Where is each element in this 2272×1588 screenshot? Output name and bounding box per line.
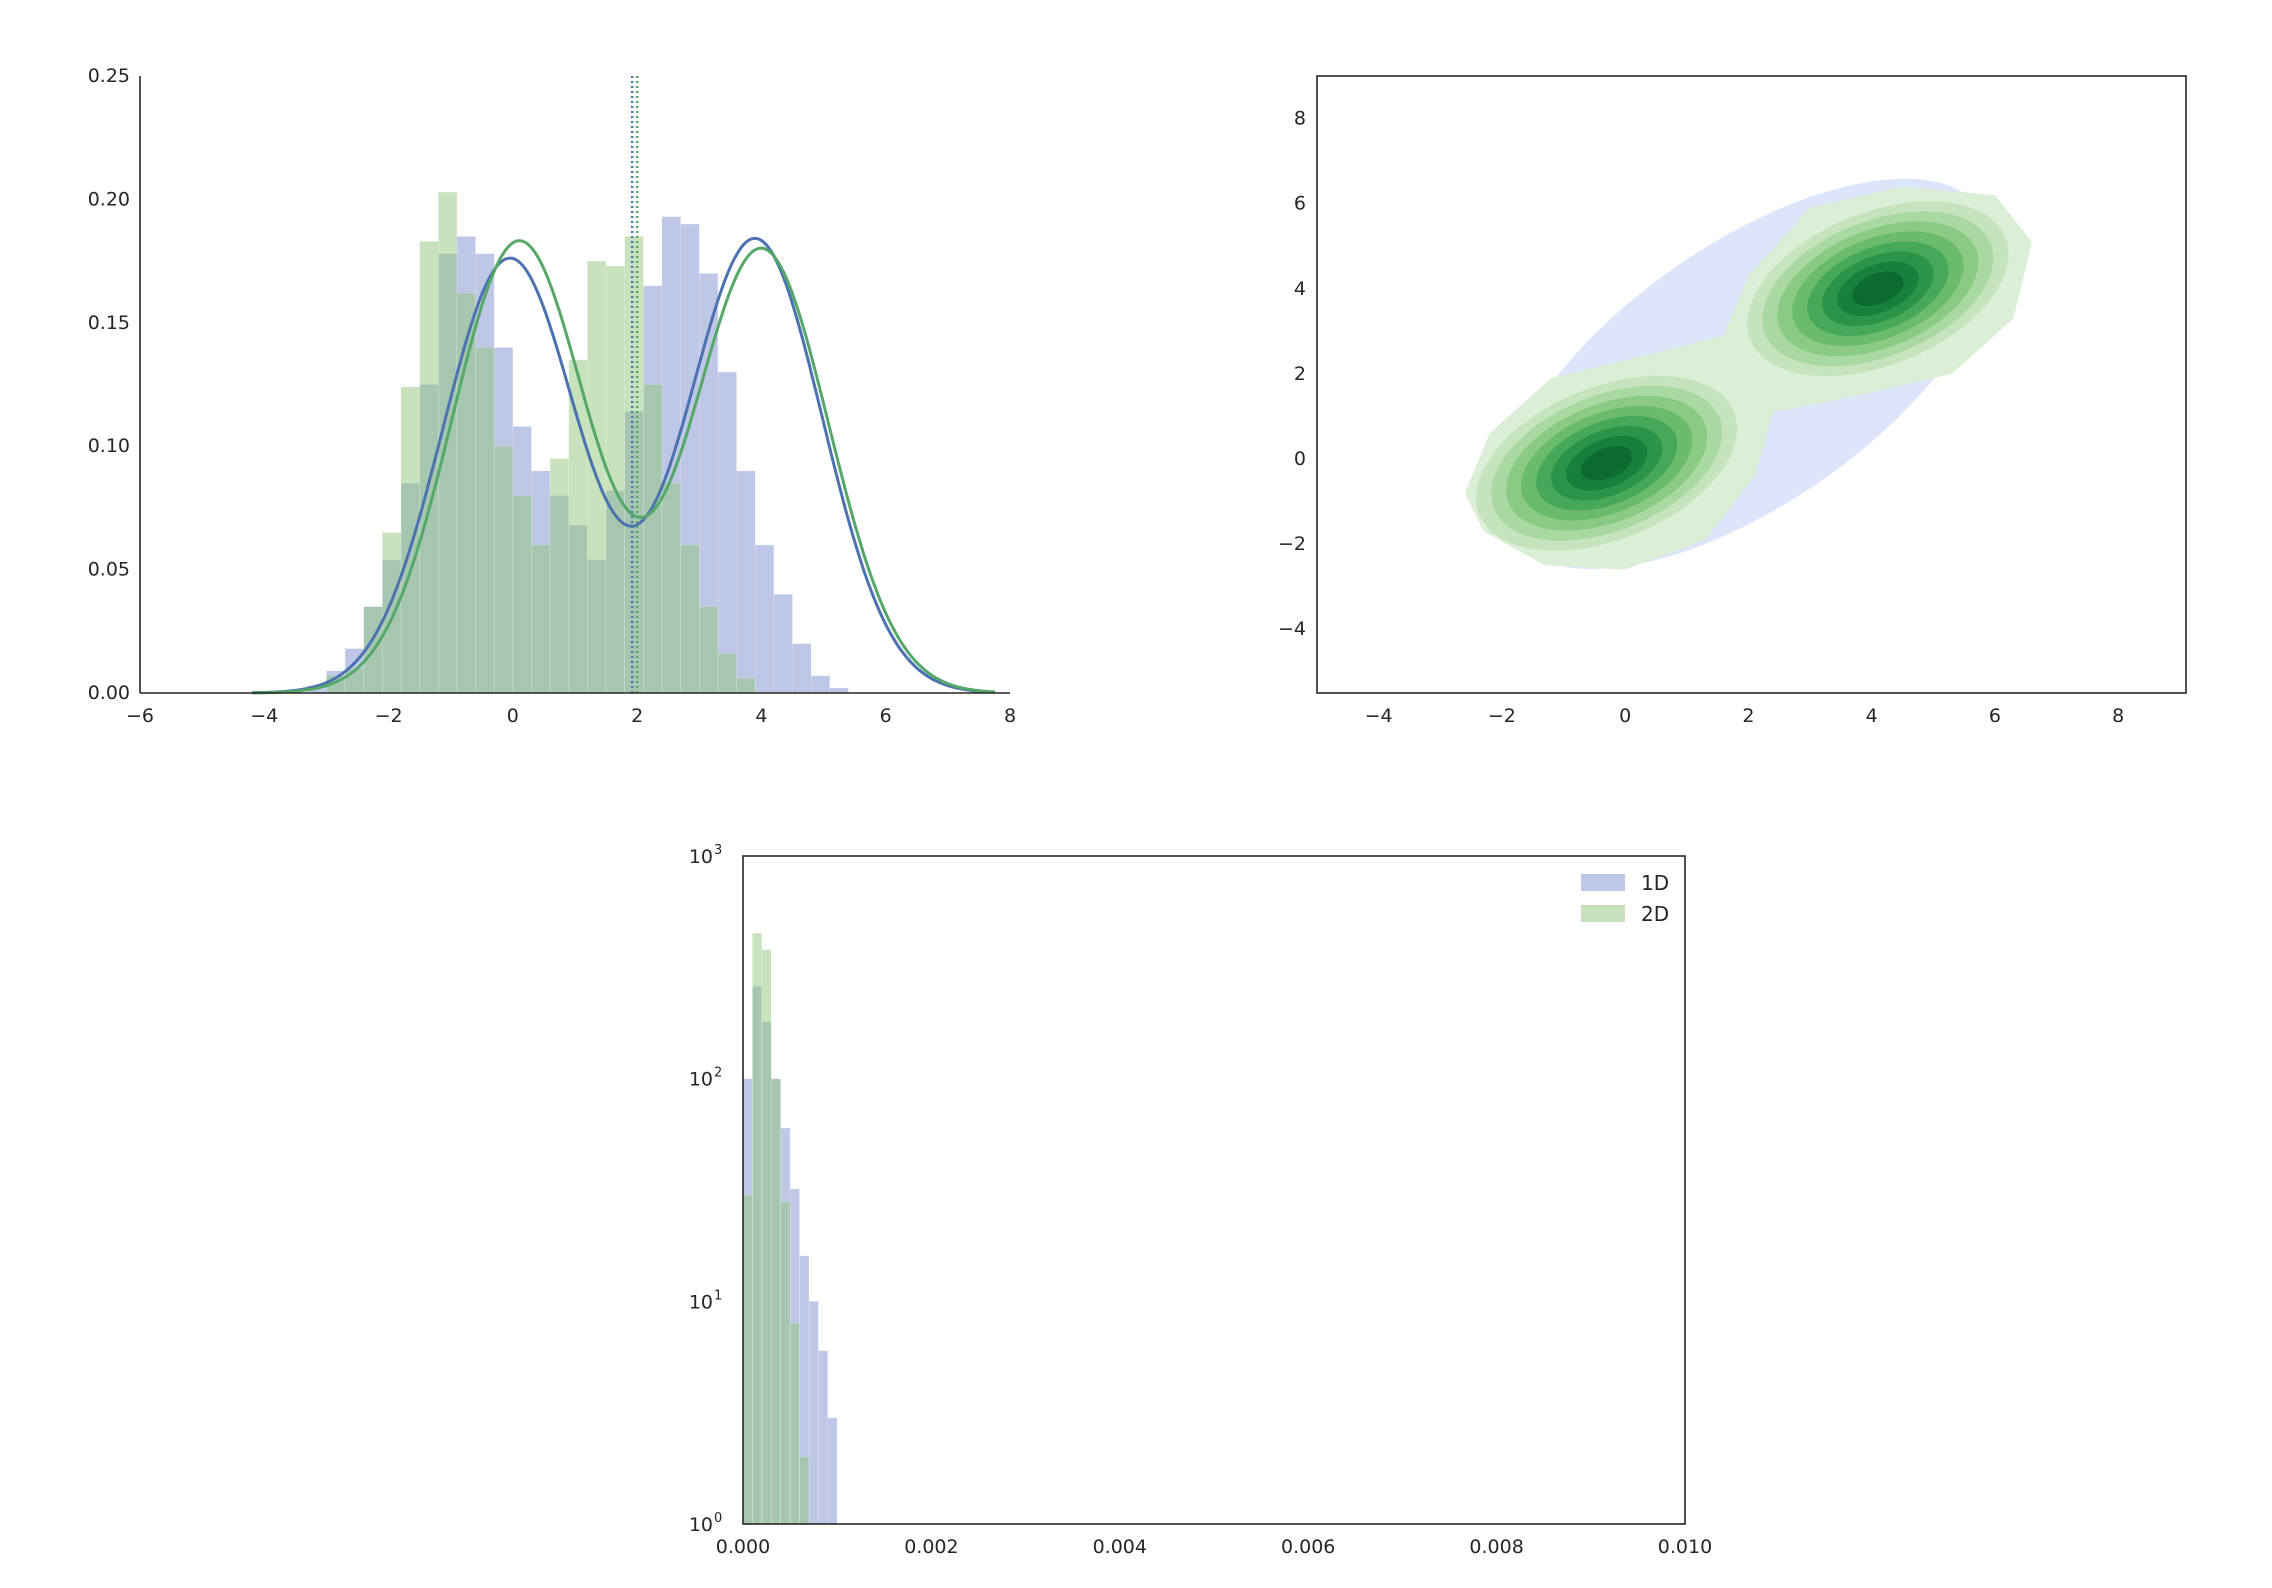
hist-bar [624,236,644,694]
y-tick-exponent: 3 [714,843,722,858]
x-tick-label: 0.008 [1469,1536,1523,1558]
x-tick-label: 8 [2112,705,2124,727]
legend-label: 1D [1641,871,1669,895]
x-tick-label: 2 [1742,705,1754,727]
x-tick-label: 0.002 [904,1536,958,1558]
x-tick-label: 0 [1619,705,1631,727]
x-tick-label: 2 [631,705,643,727]
y-tick-label: 0.25 [88,65,130,87]
hist-bar [827,1417,838,1525]
legend-label: 2D [1641,902,1669,926]
hist-bar [717,653,737,694]
x-tick-label: 0.004 [1093,1536,1147,1558]
x-tick-label: −4 [250,705,278,727]
hist-bar [400,386,420,694]
x-tick-label: 6 [1989,705,2001,727]
x-tick-label: −4 [1365,705,1393,727]
kde-contour-level [1580,445,1633,481]
y-tick-label: 10 [689,846,713,868]
y-tick-label: 0.10 [88,435,130,457]
y-tick-label: 10 [689,1291,713,1313]
hist-bar [717,371,737,694]
plot-frame [1316,75,2187,694]
legend-swatch [1581,905,1625,922]
y-tick-exponent: 0 [714,1511,722,1526]
y-tick-exponent: 1 [714,1288,722,1303]
x-tick-label: 0 [507,705,519,727]
hist-bar [531,544,551,694]
hist-bar [549,458,570,694]
hist-bar [742,1194,753,1525]
y-tick-label: 8 [1294,108,1306,130]
hist-bar [780,1201,791,1525]
x-tick-label: −2 [1488,705,1516,727]
kde-2d-chart: −4 −2 0 2 4 6 8 −4 −2 0 2 4 6 8 [1278,75,2187,727]
x-tick-label: 0.010 [1658,1536,1712,1558]
hist-bar [770,1078,781,1525]
hist-bar [761,949,772,1525]
y-tick-label: 0.15 [88,312,130,334]
hist-bar [808,1301,819,1525]
hist-bar [810,675,831,694]
y-tick-label: 0.00 [88,682,130,704]
hist-bar [773,593,793,694]
y-tick-label: 10 [689,1514,713,1536]
x-tick-label: −2 [375,705,403,727]
y-tick-label: 4 [1294,278,1306,300]
kde-curve [251,236,996,695]
hist-bar [698,606,719,694]
x-tick-label: 8 [1004,705,1016,727]
hist-bar [661,482,681,694]
x-tick-label: −6 [126,705,154,727]
hist-bar [789,1322,800,1525]
kde-curve [251,239,996,695]
y-tick-label: 0.05 [88,559,130,581]
kde-contour-level [1852,271,1904,307]
y-tick-label: −2 [1278,533,1306,555]
hist-bar [419,241,439,694]
y-tick-exponent: 2 [714,1066,722,1081]
hist-bar [799,1456,810,1525]
hist-bar [736,470,756,694]
x-tick-label: 4 [755,705,767,727]
x-tick-label: 0.000 [716,1536,770,1558]
x-tick-label: 6 [880,705,892,727]
x-tick-label: 4 [1866,705,1878,727]
y-tick-label: 10 [689,1069,713,1091]
y-tick-label: 0.20 [88,188,130,210]
hist-bar [493,445,514,694]
hist-bar [752,932,763,1525]
hist-bar [605,265,626,694]
hist-bar [754,544,775,694]
plot-frame [742,855,1686,1525]
hist-bar [818,1350,829,1525]
y-tick-label: 6 [1294,193,1306,215]
legend-swatch [1581,874,1625,891]
hist-bar [512,495,532,694]
y-tick-label: 0 [1294,448,1306,470]
hist-bar [680,544,700,694]
hist-bar [568,359,588,694]
hist-bar [792,643,812,694]
y-tick-label: 2 [1294,363,1306,385]
hist-bar [475,347,495,694]
hist-bar [456,292,476,694]
hist-bar [736,677,756,694]
y-tick-label: −4 [1278,618,1306,640]
x-tick-label: 0.006 [1281,1536,1335,1558]
hist-bar [643,384,663,694]
histogram-kde-chart: −6 −4 −2 0 2 4 6 8 0.00 0.05 0.10 0.15 0.20 0.25 [88,65,1016,727]
